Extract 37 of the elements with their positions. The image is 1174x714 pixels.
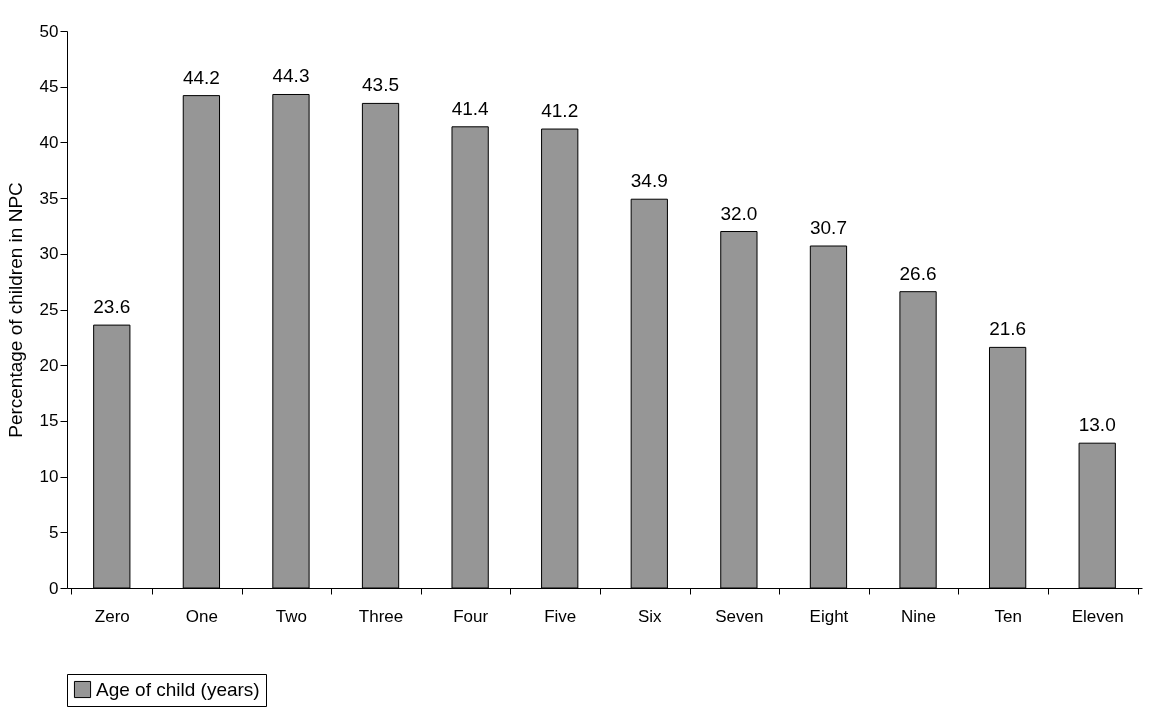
x-tick-label: Five <box>544 606 577 626</box>
text: 13.0 <box>1078 414 1116 436</box>
x-tick-label: Three <box>358 606 404 626</box>
x-tick-label: Two <box>275 606 308 626</box>
y-tick-label: 10 <box>39 467 59 487</box>
y-tick-label: 5 <box>49 522 59 542</box>
y-tick-label: 40 <box>39 132 59 152</box>
x-tick-label: Four <box>453 606 489 626</box>
x-tick-label: One <box>185 606 218 626</box>
text: 44.3 <box>272 65 310 87</box>
legend-label: Age of child (years) <box>96 678 260 700</box>
y-tick-label: 15 <box>39 411 59 431</box>
text: 32.0 <box>720 202 758 224</box>
text: 41.4 <box>451 97 489 119</box>
text: 21.6 <box>989 318 1027 340</box>
y-axis-title: Percentage of children in NPC <box>4 182 26 438</box>
text: 23.6 <box>93 296 131 318</box>
x-tick-label: Ten <box>994 606 1022 626</box>
y-tick-label: 50 <box>39 21 59 41</box>
y-tick-label: 20 <box>39 355 59 375</box>
text: 43.5 <box>362 74 400 96</box>
text: 34.9 <box>630 170 668 192</box>
x-tick-label: Eight <box>809 606 849 626</box>
y-tick-label: 35 <box>39 188 59 208</box>
x-tick-label: Six <box>637 606 663 626</box>
x-tick-label: Nine <box>901 606 937 626</box>
y-tick-label: 30 <box>39 244 59 264</box>
y-tick-label: 25 <box>39 300 59 319</box>
x-tick-label: Seven <box>715 606 764 626</box>
text: 30.7 <box>809 217 847 238</box>
text: 41.2 <box>541 100 579 122</box>
y-tick-label: 45 <box>39 77 59 97</box>
text: 26.6 <box>899 262 937 284</box>
y-tick-label: 0 <box>49 578 59 598</box>
text: 44.2 <box>182 66 220 88</box>
x-tick-label: Eleven <box>1071 606 1124 626</box>
x-tick-label: Zero <box>94 606 130 626</box>
